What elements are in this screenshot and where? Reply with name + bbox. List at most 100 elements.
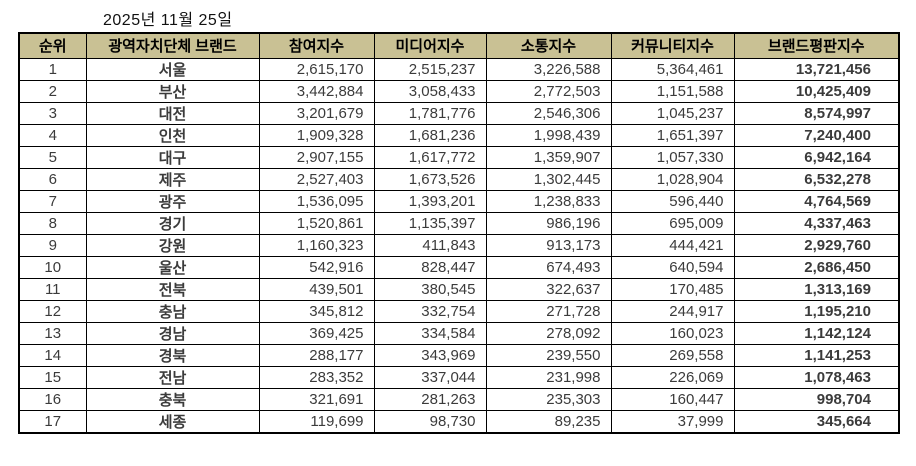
column-header-community-index: 커뮤니티지수	[610, 32, 735, 59]
column-header-media-index: 미디어지수	[373, 32, 487, 59]
region-name-cell: 울산	[85, 255, 260, 279]
table-header: 순위 광역자치단체 브랜드 참여지수 미디어지수 소통지수 커뮤니티지수 브랜드평판지수	[18, 32, 900, 59]
rank-cell: 15	[18, 365, 87, 389]
brand-reputation-index-cell: 6,532,278	[733, 167, 900, 191]
rank-cell: 4	[18, 123, 87, 147]
region-name-cell: 세종	[85, 409, 260, 433]
participation-index-cell: 2,907,155	[258, 145, 375, 169]
region-name-cell: 대전	[85, 101, 260, 125]
participation-index-cell: 439,501	[258, 277, 375, 301]
column-header-rank: 순위	[18, 32, 87, 59]
media-index-cell: 1,135,397	[373, 211, 487, 235]
rank-cell: 10	[18, 255, 87, 279]
communication-index-cell: 271,728	[485, 299, 612, 323]
table-row: 9 강원 1,160,323 411,843 913,173 444,421 2,929,7…	[18, 233, 900, 257]
region-name-cell: 경남	[85, 321, 260, 345]
region-name-cell: 전북	[85, 277, 260, 301]
community-index-cell: 244,917	[610, 299, 735, 323]
community-index-cell: 1,028,904	[610, 167, 735, 191]
communication-index-cell: 913,173	[485, 233, 612, 257]
communication-index-cell: 1,302,445	[485, 167, 612, 191]
brand-reputation-index-cell: 6,942,164	[733, 145, 900, 169]
media-index-cell: 828,447	[373, 255, 487, 279]
media-index-cell: 380,545	[373, 277, 487, 301]
participation-index-cell: 2,615,170	[258, 57, 375, 81]
table-row: 17 세종 119,699 98,730 89,235 37,999 345,664	[18, 409, 900, 433]
participation-index-cell: 288,177	[258, 343, 375, 367]
column-header-brand-reputation-index: 브랜드평판지수	[733, 32, 900, 59]
participation-index-cell: 3,442,884	[258, 79, 375, 103]
brand-reputation-index-cell: 7,240,400	[733, 123, 900, 147]
participation-index-cell: 542,916	[258, 255, 375, 279]
communication-index-cell: 278,092	[485, 321, 612, 345]
rank-cell: 6	[18, 167, 87, 191]
rank-cell: 12	[18, 299, 87, 323]
brand-reputation-index-cell: 2,929,760	[733, 233, 900, 257]
table-row: 14 경북 288,177 343,969 239,550 269,558 1,141,25…	[18, 343, 900, 367]
brand-reputation-index-cell: 1,141,253	[733, 343, 900, 367]
rank-cell: 13	[18, 321, 87, 345]
media-index-cell: 281,263	[373, 387, 487, 411]
community-index-cell: 444,421	[610, 233, 735, 257]
community-index-cell: 1,651,397	[610, 123, 735, 147]
participation-index-cell: 119,699	[258, 409, 375, 433]
participation-index-cell: 1,520,861	[258, 211, 375, 235]
communication-index-cell: 2,772,503	[485, 79, 612, 103]
media-index-cell: 337,044	[373, 365, 487, 389]
brand-reputation-index-cell: 13,721,456	[733, 57, 900, 81]
table-row: 3 대전 3,201,679 1,781,776 2,546,306 1,045,237 8…	[18, 101, 900, 125]
media-index-cell: 1,617,772	[373, 145, 487, 169]
community-index-cell: 226,069	[610, 365, 735, 389]
table-row: 15 전남 283,352 337,044 231,998 226,069 1,078,46…	[18, 365, 900, 389]
column-header-participation-index: 참여지수	[258, 32, 375, 59]
community-index-cell: 37,999	[610, 409, 735, 433]
region-name-cell: 인천	[85, 123, 260, 147]
brand-reputation-index-cell: 1,142,124	[733, 321, 900, 345]
brand-reputation-index-cell: 1,078,463	[733, 365, 900, 389]
participation-index-cell: 283,352	[258, 365, 375, 389]
header-row: 순위 광역자치단체 브랜드 참여지수 미디어지수 소통지수 커뮤니티지수 브랜드평판지수	[18, 32, 900, 59]
region-name-cell: 대구	[85, 145, 260, 169]
table-body: 1 서울 2,615,170 2,515,237 3,226,588 5,364,461 1…	[18, 57, 900, 433]
brand-reputation-index-cell: 1,195,210	[733, 299, 900, 323]
rank-cell: 1	[18, 57, 87, 81]
rank-cell: 9	[18, 233, 87, 257]
participation-index-cell: 1,536,095	[258, 189, 375, 213]
table-row: 1 서울 2,615,170 2,515,237 3,226,588 5,364,461 1…	[18, 57, 900, 81]
rank-cell: 5	[18, 145, 87, 169]
communication-index-cell: 986,196	[485, 211, 612, 235]
participation-index-cell: 2,527,403	[258, 167, 375, 191]
table-row: 8 경기 1,520,861 1,135,397 986,196 695,009 4,337…	[18, 211, 900, 235]
community-index-cell: 170,485	[610, 277, 735, 301]
date-label: 2025년 11월 25일	[103, 12, 233, 29]
participation-index-cell: 1,160,323	[258, 233, 375, 257]
communication-index-cell: 1,359,907	[485, 145, 612, 169]
rank-cell: 8	[18, 211, 87, 235]
region-name-cell: 경기	[85, 211, 260, 235]
communication-index-cell: 2,546,306	[485, 101, 612, 125]
brand-reputation-index-cell: 4,764,569	[733, 189, 900, 213]
community-index-cell: 1,057,330	[610, 145, 735, 169]
media-index-cell: 1,681,236	[373, 123, 487, 147]
region-name-cell: 전남	[85, 365, 260, 389]
community-index-cell: 1,151,588	[610, 79, 735, 103]
communication-index-cell: 239,550	[485, 343, 612, 367]
communication-index-cell: 322,637	[485, 277, 612, 301]
brand-reputation-index-cell: 345,664	[733, 409, 900, 433]
community-index-cell: 160,447	[610, 387, 735, 411]
participation-index-cell: 321,691	[258, 387, 375, 411]
region-name-cell: 충북	[85, 387, 260, 411]
table-row: 4 인천 1,909,328 1,681,236 1,998,439 1,651,397 7…	[18, 123, 900, 147]
media-index-cell: 332,754	[373, 299, 487, 323]
rank-cell: 14	[18, 343, 87, 367]
communication-index-cell: 235,303	[485, 387, 612, 411]
table-row: 13 경남 369,425 334,584 278,092 160,023 1,142,12…	[18, 321, 900, 345]
media-index-cell: 1,393,201	[373, 189, 487, 213]
rank-cell: 11	[18, 277, 87, 301]
media-index-cell: 1,781,776	[373, 101, 487, 125]
media-index-cell: 1,673,526	[373, 167, 487, 191]
media-index-cell: 334,584	[373, 321, 487, 345]
communication-index-cell: 1,998,439	[485, 123, 612, 147]
region-name-cell: 제주	[85, 167, 260, 191]
communication-index-cell: 674,493	[485, 255, 612, 279]
